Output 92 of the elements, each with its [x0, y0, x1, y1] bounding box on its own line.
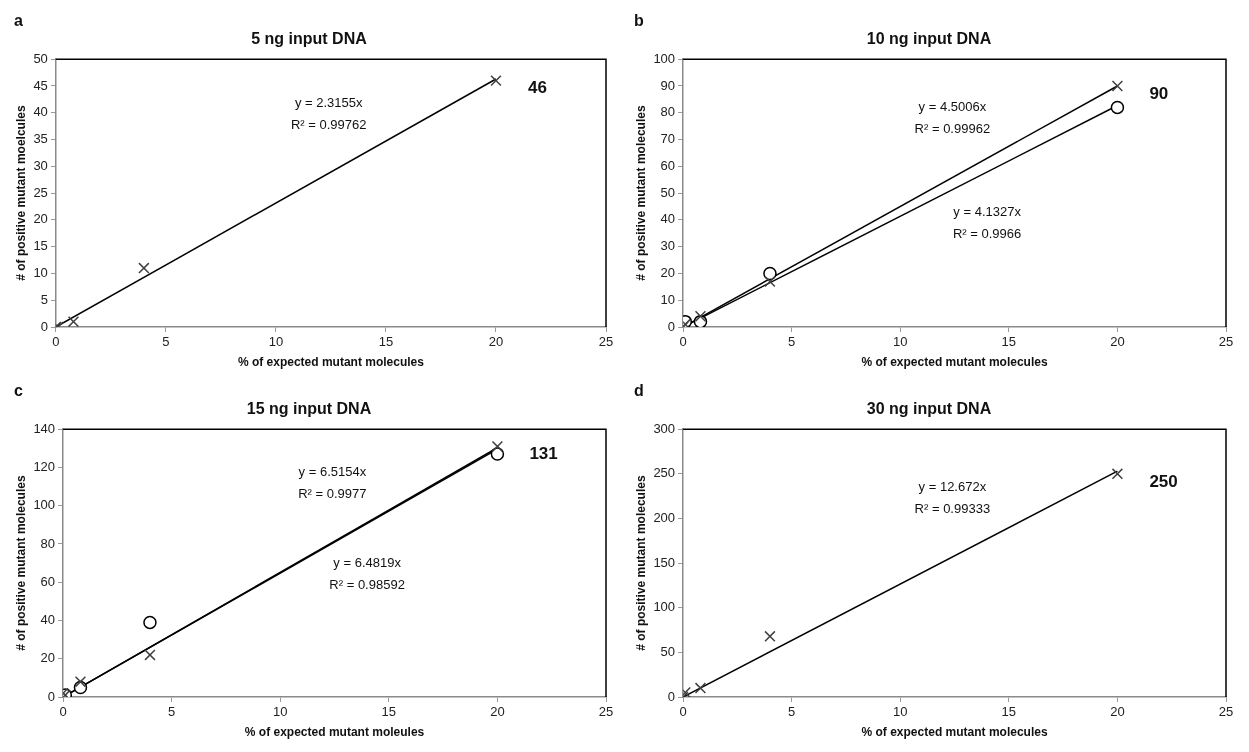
y-tick-label: 20: [33, 211, 48, 227]
x-tick-label: 5: [168, 704, 176, 720]
y-tick-label: 5: [40, 291, 48, 307]
y-tick-label: 90: [660, 77, 676, 93]
x-tick-label: 15: [381, 704, 397, 720]
x-axis-title: % of expected mutant molecules: [861, 725, 1048, 740]
data-label: 90: [1149, 83, 1169, 103]
x-tick-label: 5: [788, 334, 796, 350]
chart-title: 15 ng input DNA: [246, 400, 372, 418]
data-label: 46: [527, 78, 547, 98]
x-tick-label: 0: [679, 334, 687, 350]
x-tick-label: 0: [679, 704, 687, 720]
y-tick-label: 40: [33, 104, 48, 120]
x-tick-label: 20: [1110, 334, 1125, 350]
y-tick-label: 300: [653, 420, 676, 436]
y-tick-label: 30: [660, 238, 676, 254]
annotation: R² = 0.98592: [329, 577, 405, 593]
x-tick-label: 20: [1110, 704, 1125, 720]
x-tick-label: 10: [273, 704, 288, 720]
y-tick-label: 100: [33, 497, 56, 513]
y-tick-label: 40: [660, 211, 676, 227]
x-tick-label: 25: [598, 334, 614, 350]
y-tick-label: 100: [653, 50, 676, 66]
y-axis-title: # of positive mutant molecules: [633, 105, 648, 281]
y-axis-title: # of positive mutant molecules: [633, 475, 648, 651]
x-axis-title: % of expected mutant moleules: [244, 725, 425, 740]
x-tick-label: 5: [788, 704, 796, 720]
text: a: [14, 12, 23, 30]
y-tick-label: 20: [40, 650, 56, 666]
x-tick-label: 10: [268, 334, 284, 350]
y-tick-label: 50: [33, 50, 48, 66]
y-tick-label: 30: [33, 157, 48, 173]
text: b: [634, 12, 644, 30]
y-tick-label: 45: [33, 77, 48, 93]
x-tick-label: 0: [59, 704, 67, 720]
y-tick-label: 140: [33, 420, 56, 436]
y-axis-title: # of positive mutant moelcules: [13, 105, 28, 281]
y-tick-label: 250: [653, 465, 676, 481]
y-tick-label: 10: [33, 265, 48, 281]
y-tick-label: 15: [33, 238, 48, 254]
y-tick-label: 60: [660, 157, 676, 173]
text: d: [634, 382, 644, 400]
annotation: y = 12.672x: [918, 478, 987, 494]
annotation: R² = 0.99762: [290, 116, 367, 132]
x-tick-label: 10: [893, 704, 908, 720]
chart-title: 10 ng input DNA: [866, 30, 992, 48]
x-tick-label: 20: [490, 704, 505, 720]
data-label: 131: [529, 444, 558, 464]
annotation: y = 4.1327x: [953, 203, 1022, 219]
annotation: y = 6.4819x: [333, 555, 402, 571]
x-tick-label: 25: [1218, 704, 1234, 720]
y-tick-label: 35: [33, 131, 48, 147]
annotation: y = 6.5154x: [298, 464, 367, 480]
text: c: [14, 382, 23, 400]
y-tick-label: 40: [40, 612, 56, 628]
y-tick-label: 25: [33, 184, 48, 200]
y-tick-label: 0: [667, 318, 676, 334]
y-tick-label: 80: [660, 104, 676, 120]
y-tick-label: 70: [660, 131, 676, 147]
y-tick-label: 0: [40, 318, 48, 334]
x-tick-label: 10: [893, 334, 908, 350]
y-tick-label: 50: [660, 184, 676, 200]
y-tick-label: 80: [40, 535, 56, 551]
chart-title: 5 ng input DNA: [251, 30, 368, 48]
annotation: R² = 0.99333: [914, 500, 991, 516]
x-tick-label: 15: [1001, 334, 1017, 350]
x-tick-label: 25: [1218, 334, 1234, 350]
x-axis-title: % of expected mutant molecules: [861, 355, 1048, 370]
y-tick-label: 10: [660, 291, 676, 307]
annotation: y = 2.3155x: [294, 94, 364, 110]
y-tick-label: 0: [47, 688, 56, 704]
y-tick-label: 0: [667, 688, 676, 704]
annotation: R² = 0.9977: [298, 486, 367, 502]
x-tick-label: 5: [162, 334, 170, 350]
x-tick-label: 15: [1001, 704, 1017, 720]
x-axis-title: % of expected mutant molecules: [237, 355, 425, 370]
annotation: R² = 0.99962: [914, 121, 991, 137]
x-tick-label: 15: [378, 334, 394, 350]
data-label: 250: [1149, 471, 1178, 491]
chart-title: 30 ng input DNA: [866, 400, 992, 418]
x-tick-label: 20: [488, 334, 504, 350]
y-axis-title: # of positive mutant molecules: [13, 475, 28, 651]
y-tick-label: 100: [653, 599, 676, 615]
y-tick-label: 120: [33, 459, 56, 475]
y-tick-label: 50: [660, 643, 676, 659]
y-tick-label: 200: [653, 510, 676, 526]
y-tick-label: 20: [660, 265, 676, 281]
y-tick-label: 60: [40, 573, 56, 589]
x-tick-label: 25: [598, 704, 614, 720]
annotation: R² = 0.9966: [952, 225, 1022, 241]
y-tick-label: 150: [653, 554, 676, 570]
annotation: y = 4.5006x: [918, 99, 987, 115]
